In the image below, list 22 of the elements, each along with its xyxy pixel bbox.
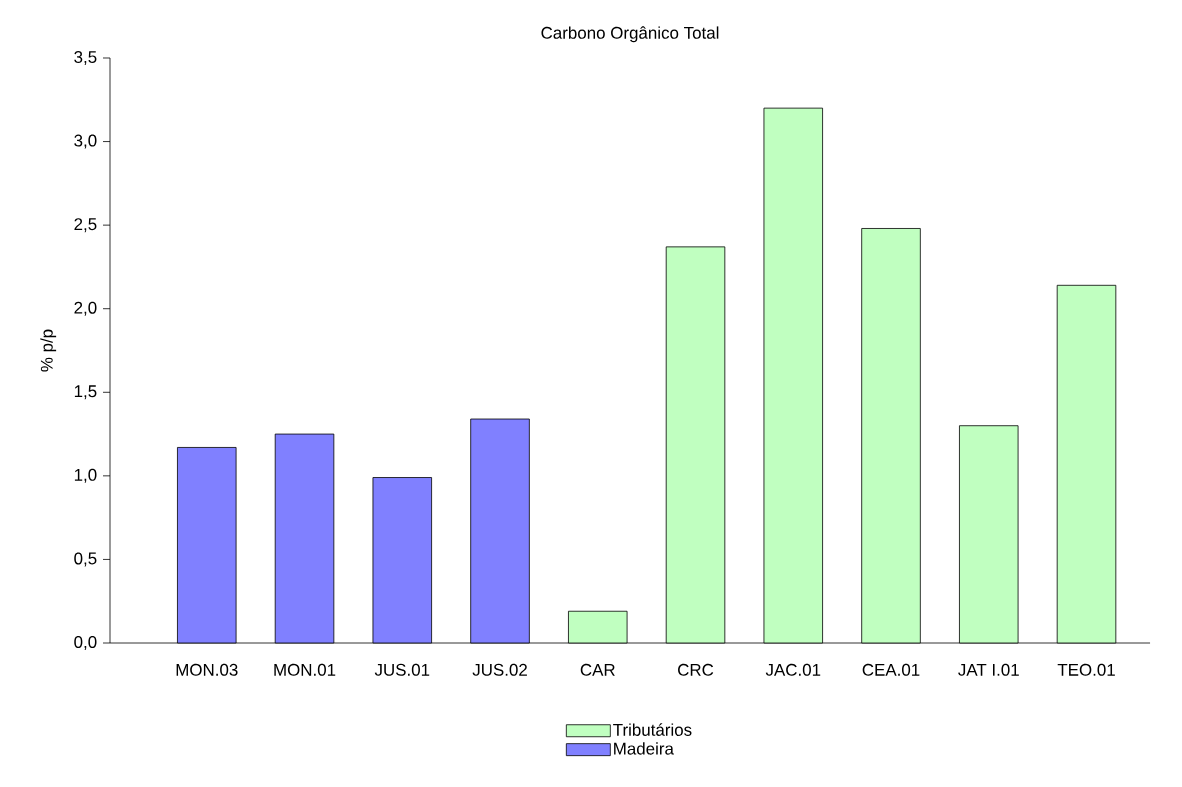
x-tick-label: TEO.01 [1057, 663, 1115, 676]
x-tick-label: JAT I.01 [958, 663, 1019, 676]
x-tick-label: JUS.01 [374, 663, 430, 676]
legend-label: Tributários [613, 723, 692, 736]
x-tick-label: CAR [580, 663, 615, 676]
x-tick-label: CEA.01 [862, 663, 920, 676]
x-tick-label: CRC [678, 663, 714, 676]
chart-title: Carbono Orgânico Total [541, 26, 719, 43]
y-tick-label: 0,5 [74, 552, 97, 567]
y-tick-label: 1,0 [74, 468, 97, 483]
y-tick-label: 3,0 [74, 134, 97, 149]
y-tick-label: 0,0 [74, 636, 97, 650]
x-tick-label: MON.03 [176, 663, 238, 676]
legend-label: Madeira [614, 742, 674, 755]
y-tick-label: 2,0 [74, 301, 97, 316]
x-tick-label: MON.01 [274, 663, 336, 676]
y-tick-label: 2,5 [74, 218, 97, 233]
y-tick-label: 1,5 [74, 385, 97, 400]
x-tick-label: JUS.02 [472, 663, 527, 676]
x-tick-label: JAC.01 [765, 663, 821, 676]
y-axis-title: % p/p [40, 329, 57, 372]
y-tick-label: 3,5 [74, 51, 97, 65]
